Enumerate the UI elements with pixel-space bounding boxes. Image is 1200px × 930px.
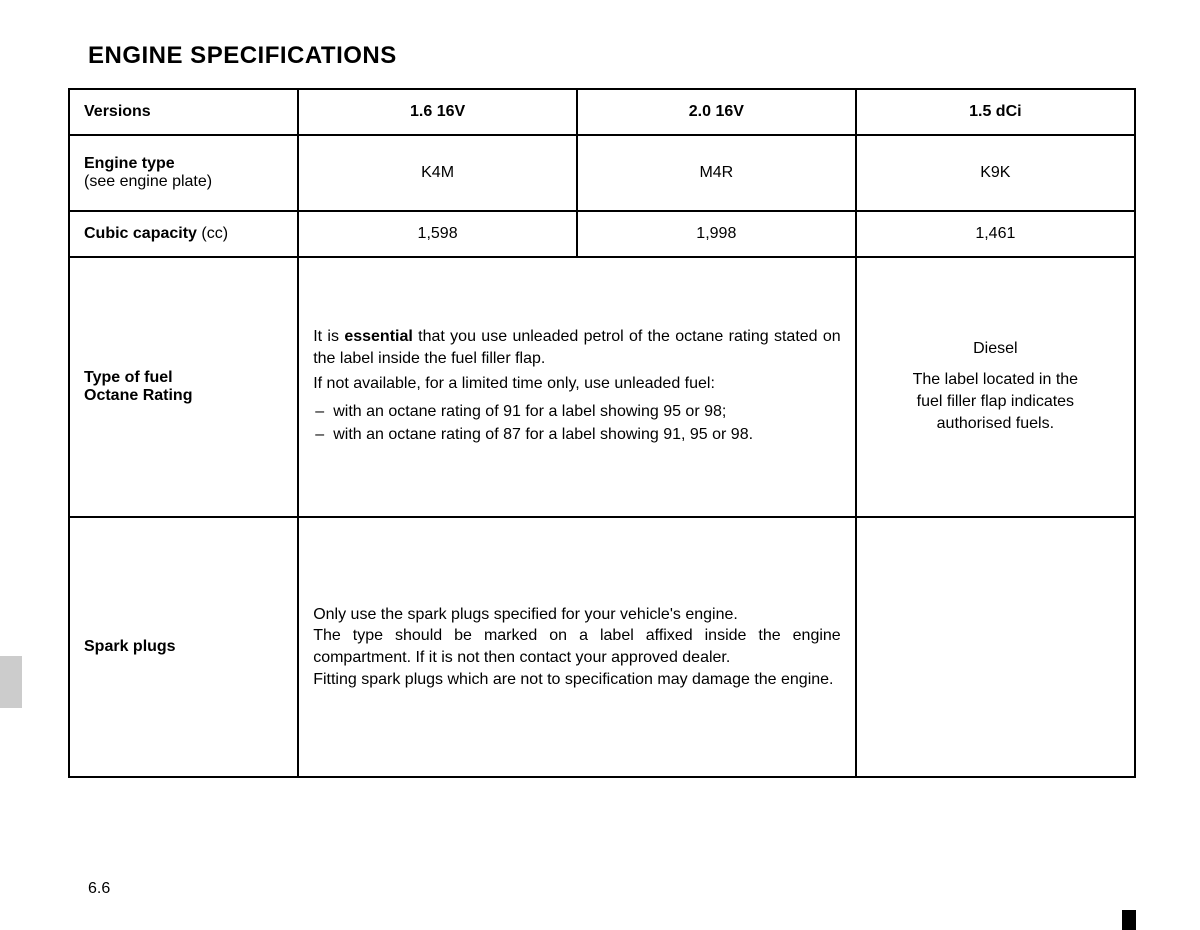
diesel-title: Diesel xyxy=(899,338,1092,360)
engine-type-v1: K4M xyxy=(298,135,577,211)
cubic-label-bold: Cubic capacity xyxy=(84,225,197,242)
spark-line1: Only use the spark plugs specified for y… xyxy=(313,604,841,626)
version-1: 1.6 16V xyxy=(298,89,577,135)
table-row-cubic-capacity: Cubic capacity (cc) 1,598 1,998 1,461 xyxy=(69,211,1135,257)
cubic-v1: 1,598 xyxy=(298,211,577,257)
table-row-versions: Versions 1.6 16V 2.0 16V 1.5 dCi xyxy=(69,89,1135,135)
fuel-bullet-1: with an octane rating of 91 for a label … xyxy=(313,401,841,423)
fuel-petrol-intro: It is essential that you use unleaded pe… xyxy=(313,326,841,369)
page-edge-tab xyxy=(0,656,22,708)
table-row-fuel: Type of fuel Octane Rating It is essenti… xyxy=(69,257,1135,517)
engine-type-v3: K9K xyxy=(856,135,1135,211)
spark-line2: The type should be marked on a label aff… xyxy=(313,625,841,668)
fuel-label-line1: Type of fuel xyxy=(84,369,173,386)
spark-text-cell: Only use the spark plugs specified for y… xyxy=(298,517,856,777)
fuel-label-line2: Octane Rating xyxy=(84,387,192,404)
cubic-v3: 1,461 xyxy=(856,211,1135,257)
spark-line3: Fitting spark plugs which are not to spe… xyxy=(313,669,841,691)
fuel-intro-bold: essential xyxy=(344,328,412,345)
fuel-label: Type of fuel Octane Rating xyxy=(69,257,298,517)
cubic-label-unit: (cc) xyxy=(197,225,228,242)
versions-label: Versions xyxy=(69,89,298,135)
version-2: 2.0 16V xyxy=(577,89,856,135)
table-row-spark-plugs: Spark plugs Only use the spark plugs spe… xyxy=(69,517,1135,777)
fuel-ifnot: If not available, for a limited time onl… xyxy=(313,373,841,395)
engine-type-label: Engine type (see engine plate) xyxy=(69,135,298,211)
page-corner-mark xyxy=(1122,910,1136,930)
spark-label: Spark plugs xyxy=(69,517,298,777)
engine-spec-table: Versions 1.6 16V 2.0 16V 1.5 dCi Engine … xyxy=(68,88,1136,778)
fuel-bullet-list: with an octane rating of 91 for a label … xyxy=(313,401,841,446)
engine-type-label-bold: Engine type xyxy=(84,155,175,172)
page-number: 6.6 xyxy=(88,880,110,898)
engine-type-label-sub: (see engine plate) xyxy=(84,173,212,190)
page-title: ENGINE SPECIFICATIONS xyxy=(88,42,1200,70)
engine-type-v2: M4R xyxy=(577,135,856,211)
cubic-v2: 1,998 xyxy=(577,211,856,257)
version-3: 1.5 dCi xyxy=(856,89,1135,135)
cubic-label: Cubic capacity (cc) xyxy=(69,211,298,257)
fuel-bullet-2: with an octane rating of 87 for a label … xyxy=(313,424,841,446)
table-row-engine-type: Engine type (see engine plate) K4M M4R K… xyxy=(69,135,1135,211)
fuel-petrol-cell: It is essential that you use unleaded pe… xyxy=(298,257,856,517)
fuel-diesel-cell: Diesel The label located in the fuel fil… xyxy=(856,257,1135,517)
fuel-intro-pre: It is xyxy=(313,328,344,345)
spark-diesel-cell xyxy=(856,517,1135,777)
diesel-text: The label located in the fuel filler fla… xyxy=(899,369,1092,436)
